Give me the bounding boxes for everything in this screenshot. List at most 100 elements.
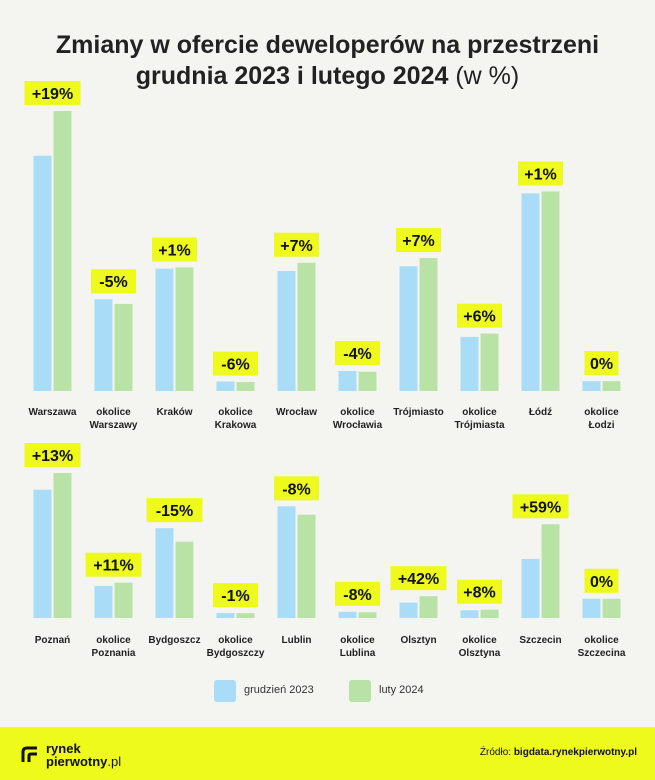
category-label-1-7: Trójmiasto bbox=[393, 407, 444, 418]
title-line-2: grudnia 2023 i lutego 2024 (w %) bbox=[0, 61, 655, 92]
logo-line-1: rynek bbox=[46, 741, 81, 756]
change-label-1-6: -4% bbox=[343, 346, 371, 363]
change-badge-1-9 bbox=[518, 161, 563, 186]
bar-luty-2-2 bbox=[114, 582, 133, 618]
change-badge-2-2 bbox=[85, 552, 142, 577]
bar-luty-1-8 bbox=[480, 333, 499, 391]
category-label-2-1: Poznań bbox=[35, 635, 71, 646]
change-label-2-1: +13% bbox=[32, 448, 73, 465]
change-label-1-5: +7% bbox=[280, 238, 312, 255]
bar-luty-2-4 bbox=[236, 613, 255, 618]
bar-luty-1-10 bbox=[602, 381, 621, 391]
change-badge-2-10 bbox=[584, 568, 619, 593]
legend-swatch-grudzien bbox=[214, 680, 236, 702]
logo-mark-icon bbox=[21, 746, 37, 762]
change-label-2-10: 0% bbox=[590, 574, 613, 591]
bar-luty-2-9 bbox=[541, 524, 560, 618]
bar-grudzien-1-7 bbox=[399, 266, 418, 391]
legend-swatch-luty bbox=[349, 680, 371, 702]
logo-suffix: .pl bbox=[107, 754, 122, 769]
title-line-1: Zmiany w ofercie deweloperów na przestrz… bbox=[55, 31, 600, 59]
change-label-2-7: +42% bbox=[398, 571, 439, 588]
chart-panel-1: +19% Warszawa -5% okolice Warszawy +1% Kraków -… bbox=[24, 81, 621, 431]
legend-label-grudzien: grudzień 2023 bbox=[244, 684, 314, 696]
bar-luty-1-9 bbox=[541, 191, 560, 391]
category-label-2-4: okolice Bydgoszczy bbox=[207, 635, 265, 659]
change-badge-2-5 bbox=[274, 476, 319, 501]
change-label-2-3: -15% bbox=[156, 503, 193, 520]
chart-title: Zmiany w ofercie deweloperów na przestrz… bbox=[0, 30, 655, 92]
bar-luty-1-6 bbox=[358, 371, 377, 391]
bar-grudzien-1-1 bbox=[33, 155, 52, 391]
category-label-2-7: Olsztyn bbox=[400, 635, 436, 646]
bar-luty-2-10 bbox=[602, 598, 621, 618]
change-label-1-9: +1% bbox=[524, 166, 556, 183]
category-label-1-1: Warszawa bbox=[29, 407, 77, 418]
change-badge-2-1 bbox=[24, 443, 81, 467]
change-badge-1-2 bbox=[91, 269, 136, 294]
category-label-2-10: okolice Szczecina bbox=[578, 635, 626, 659]
bar-grudzien-1-2 bbox=[94, 299, 113, 391]
category-label-1-8: okolice Trójmiasta bbox=[454, 407, 504, 431]
bar-grudzien-2-6 bbox=[338, 611, 357, 618]
change-label-2-5: -8% bbox=[282, 481, 310, 498]
logo-line-2: pierwotny.pl bbox=[46, 755, 121, 768]
change-label-1-3: +1% bbox=[158, 242, 190, 259]
bar-luty-2-6 bbox=[358, 612, 377, 618]
source-value: bigdata.rynekpierwotny.pl bbox=[513, 747, 637, 758]
category-label-2-8: okolice Olsztyna bbox=[459, 635, 501, 659]
change-badge-2-6 bbox=[335, 581, 380, 606]
bar-grudzien-1-5 bbox=[277, 271, 296, 391]
source-note: Źródło: bigdata.rynekpierwotny.pl bbox=[480, 747, 637, 758]
category-label-2-5: Lublin bbox=[282, 635, 312, 646]
legend: grudzień 2023 luty 2024 bbox=[0, 680, 655, 704]
bar-grudzien-2-2 bbox=[94, 585, 113, 618]
chart-panel-2: +13% Poznań +11% okolice Poznania -15% Bydgosz… bbox=[24, 443, 626, 659]
change-badge-1-10 bbox=[584, 351, 619, 376]
category-label-1-9: Łódź bbox=[529, 407, 552, 418]
change-badge-1-5 bbox=[274, 232, 319, 257]
category-label-1-2: okolice Warszawy bbox=[90, 407, 138, 431]
bar-charts: +19% Warszawa -5% okolice Warszawy +1% Kraków -… bbox=[24, 81, 626, 659]
bar-grudzien-1-4 bbox=[216, 381, 235, 391]
bar-luty-1-3 bbox=[175, 267, 194, 391]
category-label-2-6: okolice Lublina bbox=[340, 635, 376, 659]
category-label-2-9: Szczecin bbox=[519, 635, 561, 646]
bar-luty-1-7 bbox=[419, 258, 438, 391]
bar-luty-2-8 bbox=[480, 609, 499, 618]
source-label: Źródło: bbox=[479, 747, 512, 758]
change-label-2-9: +59% bbox=[520, 499, 561, 516]
bar-luty-2-7 bbox=[419, 596, 438, 618]
bar-grudzien-2-9 bbox=[521, 558, 540, 618]
legend-label-luty: luty 2024 bbox=[379, 684, 424, 696]
change-badge-1-8 bbox=[457, 303, 502, 328]
change-badge-2-7 bbox=[390, 566, 447, 591]
change-badge-2-8 bbox=[457, 579, 502, 604]
change-label-1-1: +19% bbox=[32, 86, 73, 103]
change-badge-1-3 bbox=[152, 237, 197, 262]
change-badge-1-7 bbox=[396, 228, 441, 253]
bar-grudzien-2-10 bbox=[582, 598, 601, 618]
change-badge-1-4 bbox=[213, 351, 258, 376]
change-label-1-7: +7% bbox=[402, 233, 434, 250]
rynekpierwotny-logo: rynek pierwotny.pl bbox=[20, 739, 140, 769]
bar-luty-1-5 bbox=[297, 262, 316, 391]
change-label-2-2: +11% bbox=[93, 558, 133, 575]
bar-luty-2-1 bbox=[53, 473, 72, 618]
bar-grudzien-2-8 bbox=[460, 610, 479, 618]
bar-grudzien-2-1 bbox=[33, 489, 52, 618]
change-badge-2-9 bbox=[512, 494, 569, 519]
bar-luty-1-1 bbox=[53, 111, 72, 391]
category-label-1-4: okolice Krakowa bbox=[215, 407, 257, 431]
logo-text: rynek pierwotny.pl bbox=[46, 742, 121, 768]
title-line-2-text: grudnia 2023 i lutego 2024 bbox=[135, 62, 449, 90]
title-unit: (w %) bbox=[455, 62, 520, 90]
change-label-1-10: 0% bbox=[590, 356, 613, 373]
bar-grudzien-2-4 bbox=[216, 613, 235, 618]
category-label-2-3: Bydgoszcz bbox=[148, 635, 200, 646]
bar-luty-1-2 bbox=[114, 303, 133, 391]
bar-grudzien-1-9 bbox=[521, 193, 540, 391]
change-label-1-4: -6% bbox=[221, 357, 249, 374]
logo-line-2-text: pierwotny bbox=[46, 754, 108, 769]
change-badge-1-1 bbox=[24, 81, 81, 105]
